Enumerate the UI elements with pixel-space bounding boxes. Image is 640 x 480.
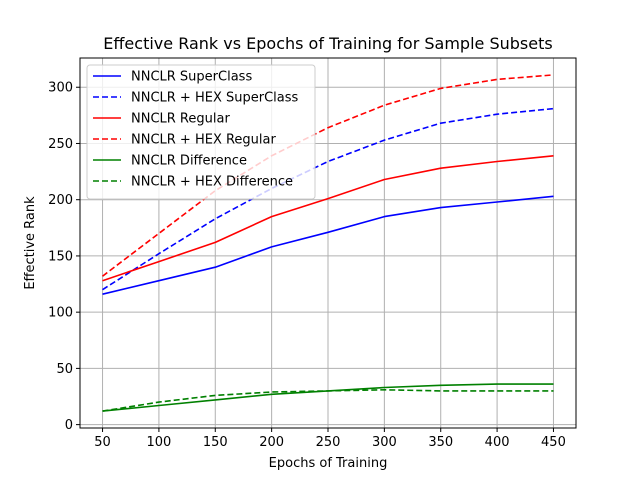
y-tick-label: 250 — [48, 137, 73, 152]
x-tick-label: 250 — [316, 435, 341, 450]
y-axis-label: Effective Rank — [23, 196, 38, 290]
x-axis: 50 100 150 200 250 300 350 400 450 — [94, 428, 566, 450]
x-tick-label: 350 — [428, 435, 453, 450]
series-group — [102, 74, 554, 412]
series-line-nnclr-hex-difference — [102, 388, 554, 412]
legend-label: NNCLR + HEX SuperClass — [131, 91, 299, 106]
x-tick-label: 400 — [485, 435, 510, 450]
legend-box — [86, 64, 316, 200]
y-tick-label: 100 — [48, 306, 73, 321]
x-tick-label: 100 — [146, 435, 171, 450]
legend-label: NNCLR + HEX Regular — [131, 133, 277, 148]
legend: NNCLR SuperClass NNCLR + HEX SuperClass NN… — [86, 64, 316, 200]
x-tick-label: 450 — [541, 435, 566, 450]
series-line-nnclr-hex-superclass — [102, 107, 554, 291]
y-axis: 0 50 100 150 200 250 300 — [48, 81, 80, 433]
y-tick-label: 150 — [48, 249, 73, 264]
x-axis-label: Epochs of Training — [269, 456, 388, 471]
y-tick-label: 300 — [48, 81, 73, 96]
x-tick-label: 50 — [94, 435, 111, 450]
x-tick-label: 150 — [203, 435, 228, 450]
series-line-nnclr-regular — [102, 155, 554, 282]
y-tick-label: 200 — [48, 193, 73, 208]
x-tick-label: 200 — [259, 435, 284, 450]
y-tick-label: 50 — [56, 362, 73, 377]
series-line-nnclr-hex-regular — [102, 74, 554, 277]
legend-label: NNCLR Difference — [131, 154, 247, 169]
legend-label: NNCLR Regular — [131, 112, 230, 127]
legend-label: NNCLR + HEX Difference — [131, 175, 293, 190]
x-tick-label: 300 — [372, 435, 397, 450]
legend-label: NNCLR SuperClass — [131, 70, 252, 85]
series-line-nnclr-superclass — [102, 195, 554, 295]
y-tick-label: 0 — [65, 418, 73, 433]
chart-title: Effective Rank vs Epochs of Training for… — [103, 34, 552, 53]
